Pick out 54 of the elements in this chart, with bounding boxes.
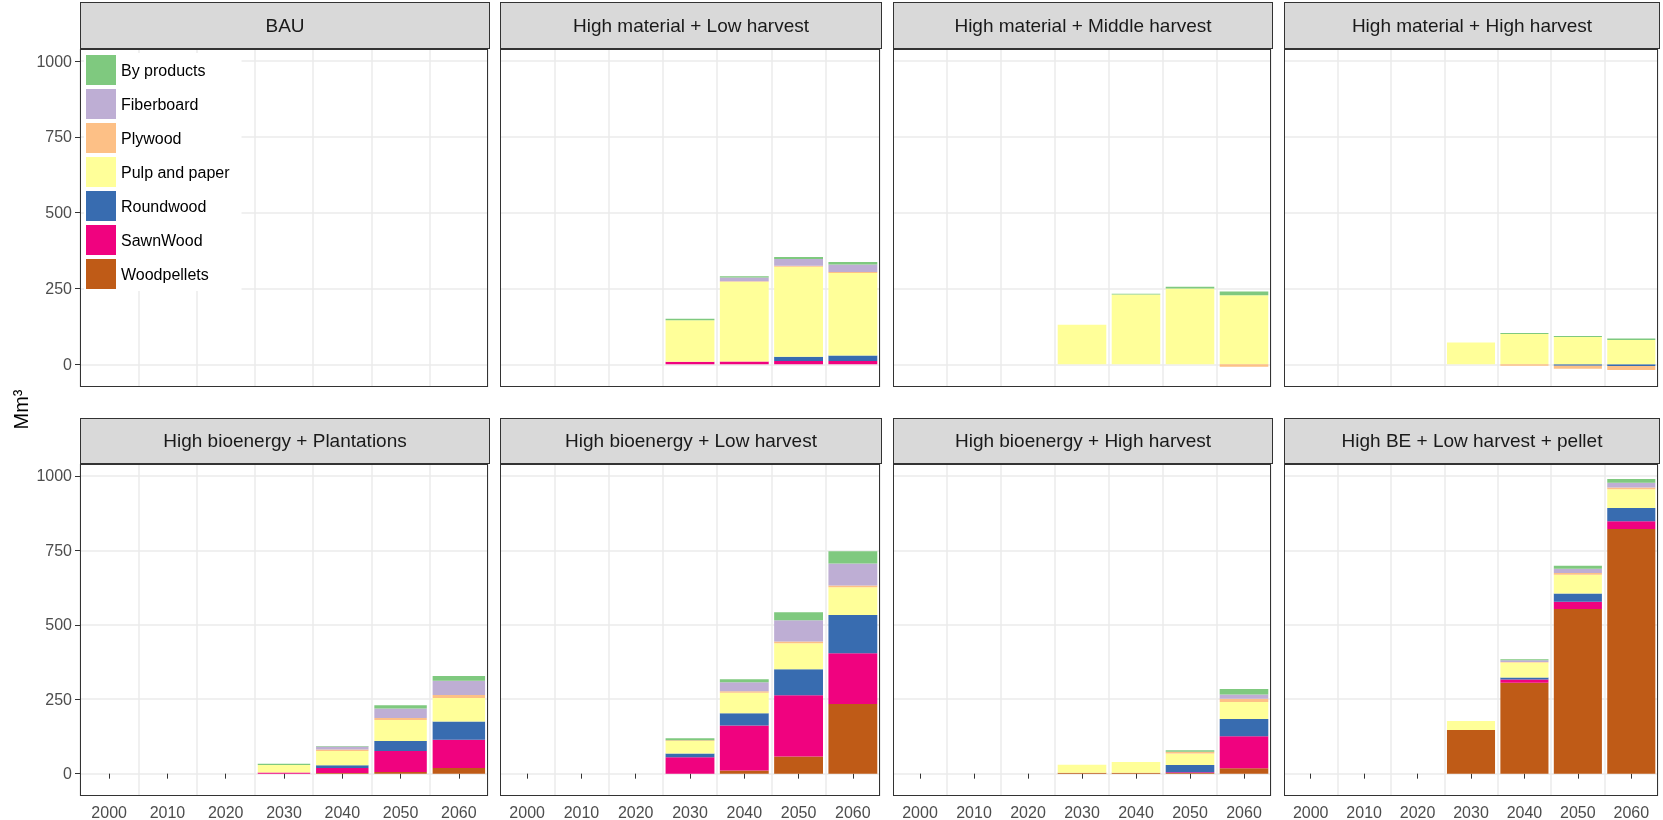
x-tick-label: 2020 — [1010, 803, 1046, 820]
x-tick-label: 2030 — [672, 803, 708, 820]
chart-title: BAU — [80, 2, 490, 49]
x-tick-label: 2040 — [726, 803, 763, 820]
x-tick-label: 2050 — [382, 803, 419, 820]
x-tick-label: 2000 — [91, 803, 128, 820]
legend-label: Plywood — [121, 129, 182, 147]
x-tick-label: 2060 — [441, 803, 477, 820]
legend-label: By products — [121, 61, 206, 79]
chart-title: High material + High harvest — [1284, 2, 1660, 49]
x-tick-label: 2030 — [1064, 803, 1100, 820]
x-tick-label: 2060 — [1226, 803, 1262, 820]
y-axis-title: Mm³ — [10, 389, 34, 430]
x-tick-label: 2060 — [1613, 803, 1650, 820]
x-tick-label: 2040 — [324, 803, 361, 820]
y-tick-label: 500 — [45, 616, 73, 634]
x-tick-label: 2020 — [1399, 803, 1436, 820]
chart-title: High bioenergy + Low harvest — [500, 418, 882, 464]
legend-label: Fiberboard — [121, 95, 199, 113]
y-tick-label: 500 — [45, 204, 73, 222]
x-tick-label: 2020 — [617, 803, 654, 820]
x-tick-label: 2000 — [509, 803, 546, 820]
y-tick-label: 250 — [45, 279, 73, 297]
x-tick-label: 2010 — [1346, 803, 1383, 820]
x-tick-label: 2040 — [1506, 803, 1543, 820]
x-tick-label: 2010 — [956, 803, 992, 820]
y-tick-label: 1000 — [36, 52, 73, 70]
x-tick-label: 2000 — [902, 803, 938, 820]
x-tick-label: 2030 — [1453, 803, 1489, 820]
x-tick-label: 2050 — [1172, 803, 1208, 820]
chart-title: High material + Middle harvest — [893, 2, 1273, 49]
legend-label: Woodpellets — [121, 265, 209, 283]
legend-label: SawnWood — [121, 231, 203, 249]
x-tick-label: 2050 — [780, 803, 817, 820]
chart-title: High bioenergy + Plantations — [80, 418, 490, 464]
y-tick-label: 750 — [45, 541, 73, 559]
x-tick-label: 2020 — [207, 803, 244, 820]
chart-title: High bioenergy + High harvest — [893, 418, 1273, 464]
x-tick-label: 2040 — [1118, 803, 1154, 820]
x-tick-label: 2030 — [266, 803, 302, 820]
legend-label: Roundwood — [121, 197, 207, 215]
x-tick-label: 2010 — [563, 803, 600, 820]
y-tick-label: 1000 — [36, 467, 73, 485]
chart-title: High material + Low harvest — [500, 2, 882, 49]
x-tick-label: 2010 — [149, 803, 186, 820]
y-tick-label: 0 — [63, 355, 73, 373]
x-tick-label: 2060 — [835, 803, 871, 820]
y-tick-label: 750 — [45, 128, 73, 146]
y-tick-label: 0 — [63, 765, 73, 783]
chart-title: High BE + Low harvest + pellet — [1284, 418, 1660, 464]
legend-label: Pulp and paper — [121, 163, 231, 181]
y-tick-label: 250 — [45, 690, 73, 708]
x-tick-label: 2050 — [1560, 803, 1596, 820]
x-tick-label: 2000 — [1292, 803, 1329, 820]
